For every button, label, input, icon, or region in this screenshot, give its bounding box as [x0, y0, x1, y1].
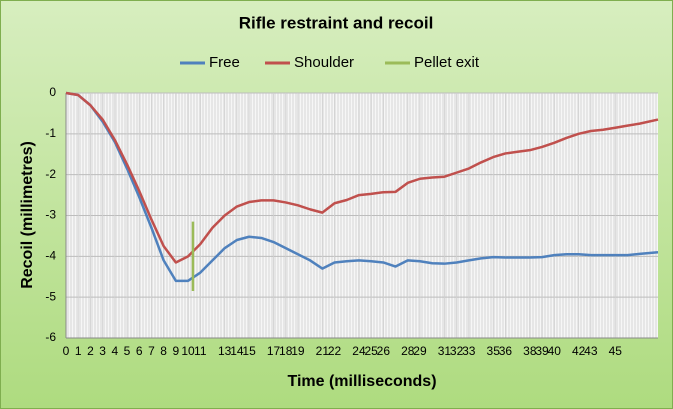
x-tick-label: 32: [450, 344, 464, 358]
series-line: [65, 91, 659, 283]
series-line: [65, 91, 659, 264]
y-tick-label: -2: [45, 167, 56, 181]
x-tick-label: 24: [352, 344, 366, 358]
x-tick-label: 17: [267, 344, 281, 358]
x-tick-label: 11: [194, 344, 207, 358]
x-tick-label: 5: [124, 344, 131, 358]
x-tick-label: 13: [218, 344, 232, 358]
y-tick-label: 0: [49, 85, 56, 99]
x-tick-label: 6: [136, 344, 143, 358]
x-tick-label: 9: [173, 344, 180, 358]
x-tick-label: 38: [523, 344, 537, 358]
x-tick-label: 43: [584, 344, 598, 358]
x-tick-label: 26: [377, 344, 391, 358]
x-tick-label: 3: [99, 344, 106, 358]
x-tick-label: 35: [487, 344, 501, 358]
chart-title: Rifle restraint and recoil: [239, 13, 434, 32]
x-axis-title: Time (milliseconds): [287, 373, 436, 390]
legend-label: Free: [209, 54, 240, 71]
x-tick-label: 8: [160, 344, 167, 358]
y-axis-title: Recoil (millimetres): [19, 141, 36, 289]
x-tick-label: 45: [609, 344, 623, 358]
x-tick-label: 19: [291, 344, 305, 358]
x-tick-label: 18: [279, 344, 293, 358]
x-tick-label: 33: [462, 344, 476, 358]
x-tick-label: 2: [87, 344, 94, 358]
x-tick-label: 4: [111, 344, 118, 358]
y-tick-label: -3: [45, 208, 56, 222]
y-tick-label: -6: [45, 330, 56, 344]
y-tick-label: -1: [45, 126, 56, 140]
x-tick-label: 15: [242, 344, 256, 358]
x-tick-label: 31: [438, 344, 452, 358]
x-tick-label: 7: [148, 344, 155, 358]
legend-label: Pellet exit: [414, 54, 480, 71]
x-tick-label: 36: [499, 344, 513, 358]
x-tick-label: 25: [364, 344, 378, 358]
x-tick-label: 42: [572, 344, 586, 358]
x-tick-label: 1: [75, 344, 82, 358]
y-tick-label: -5: [45, 289, 56, 303]
y-tick-label: -4: [45, 249, 56, 263]
x-tick-label: 14: [230, 344, 244, 358]
x-tick-label: 21: [316, 344, 330, 358]
x-tick-label: 29: [413, 344, 427, 358]
legend-label: Shoulder: [294, 54, 354, 71]
x-tick-label: 39: [535, 344, 549, 358]
x-tick-label: 0: [63, 344, 70, 358]
x-tick-label: 10: [181, 344, 195, 358]
x-tick-label: 40: [548, 344, 562, 358]
x-tick-label: 22: [328, 344, 342, 358]
x-tick-label: 28: [401, 344, 415, 358]
